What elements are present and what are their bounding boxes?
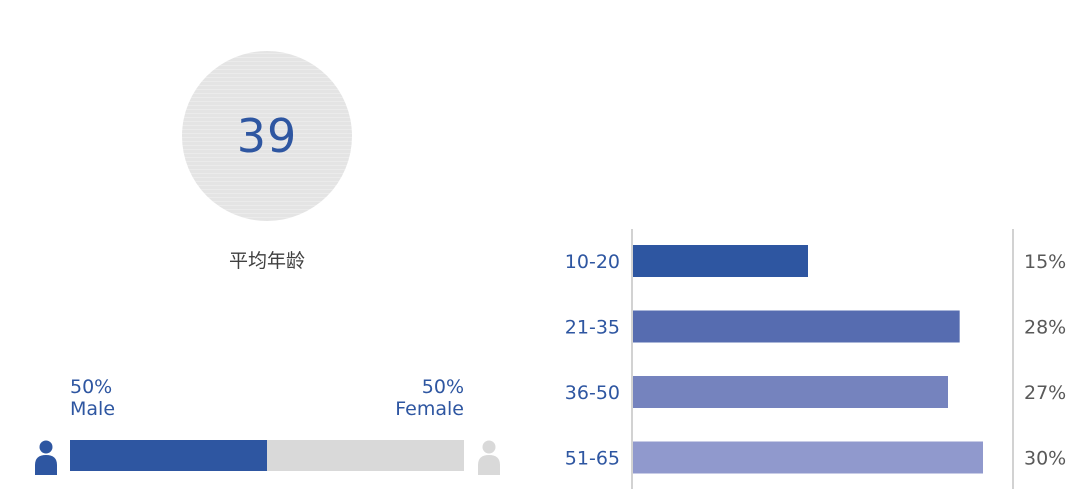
bar xyxy=(633,310,960,343)
data-label: 27% xyxy=(1024,382,1066,404)
category-tick-label: 10-20 xyxy=(565,251,620,273)
category-tick-label: 51-65 xyxy=(565,448,620,470)
category-tick-label: 21-35 xyxy=(565,317,620,339)
male-ratio-fill xyxy=(70,440,267,471)
gender-ratio-bar xyxy=(70,440,464,471)
data-label: 30% xyxy=(1024,448,1066,470)
female-label: Female xyxy=(395,397,464,420)
average-age-value: 39 xyxy=(236,109,298,163)
male-stat: 50% Male xyxy=(70,376,116,421)
female-stat: 50% Female xyxy=(364,376,464,421)
average-age-circle: 39 xyxy=(182,51,352,221)
data-label: 28% xyxy=(1024,317,1066,339)
female-person-icon xyxy=(478,440,500,475)
female-percent: 50% xyxy=(421,376,464,398)
bar xyxy=(633,245,808,277)
bar xyxy=(633,441,983,474)
male-percent: 50% xyxy=(70,376,113,398)
bar xyxy=(633,376,948,408)
category-tick-label: 36-50 xyxy=(565,382,620,404)
data-label: 15% xyxy=(1024,251,1066,273)
average-age-label: 平均年龄 xyxy=(228,250,305,272)
male-label: Male xyxy=(70,397,116,420)
male-person-icon xyxy=(35,440,57,475)
